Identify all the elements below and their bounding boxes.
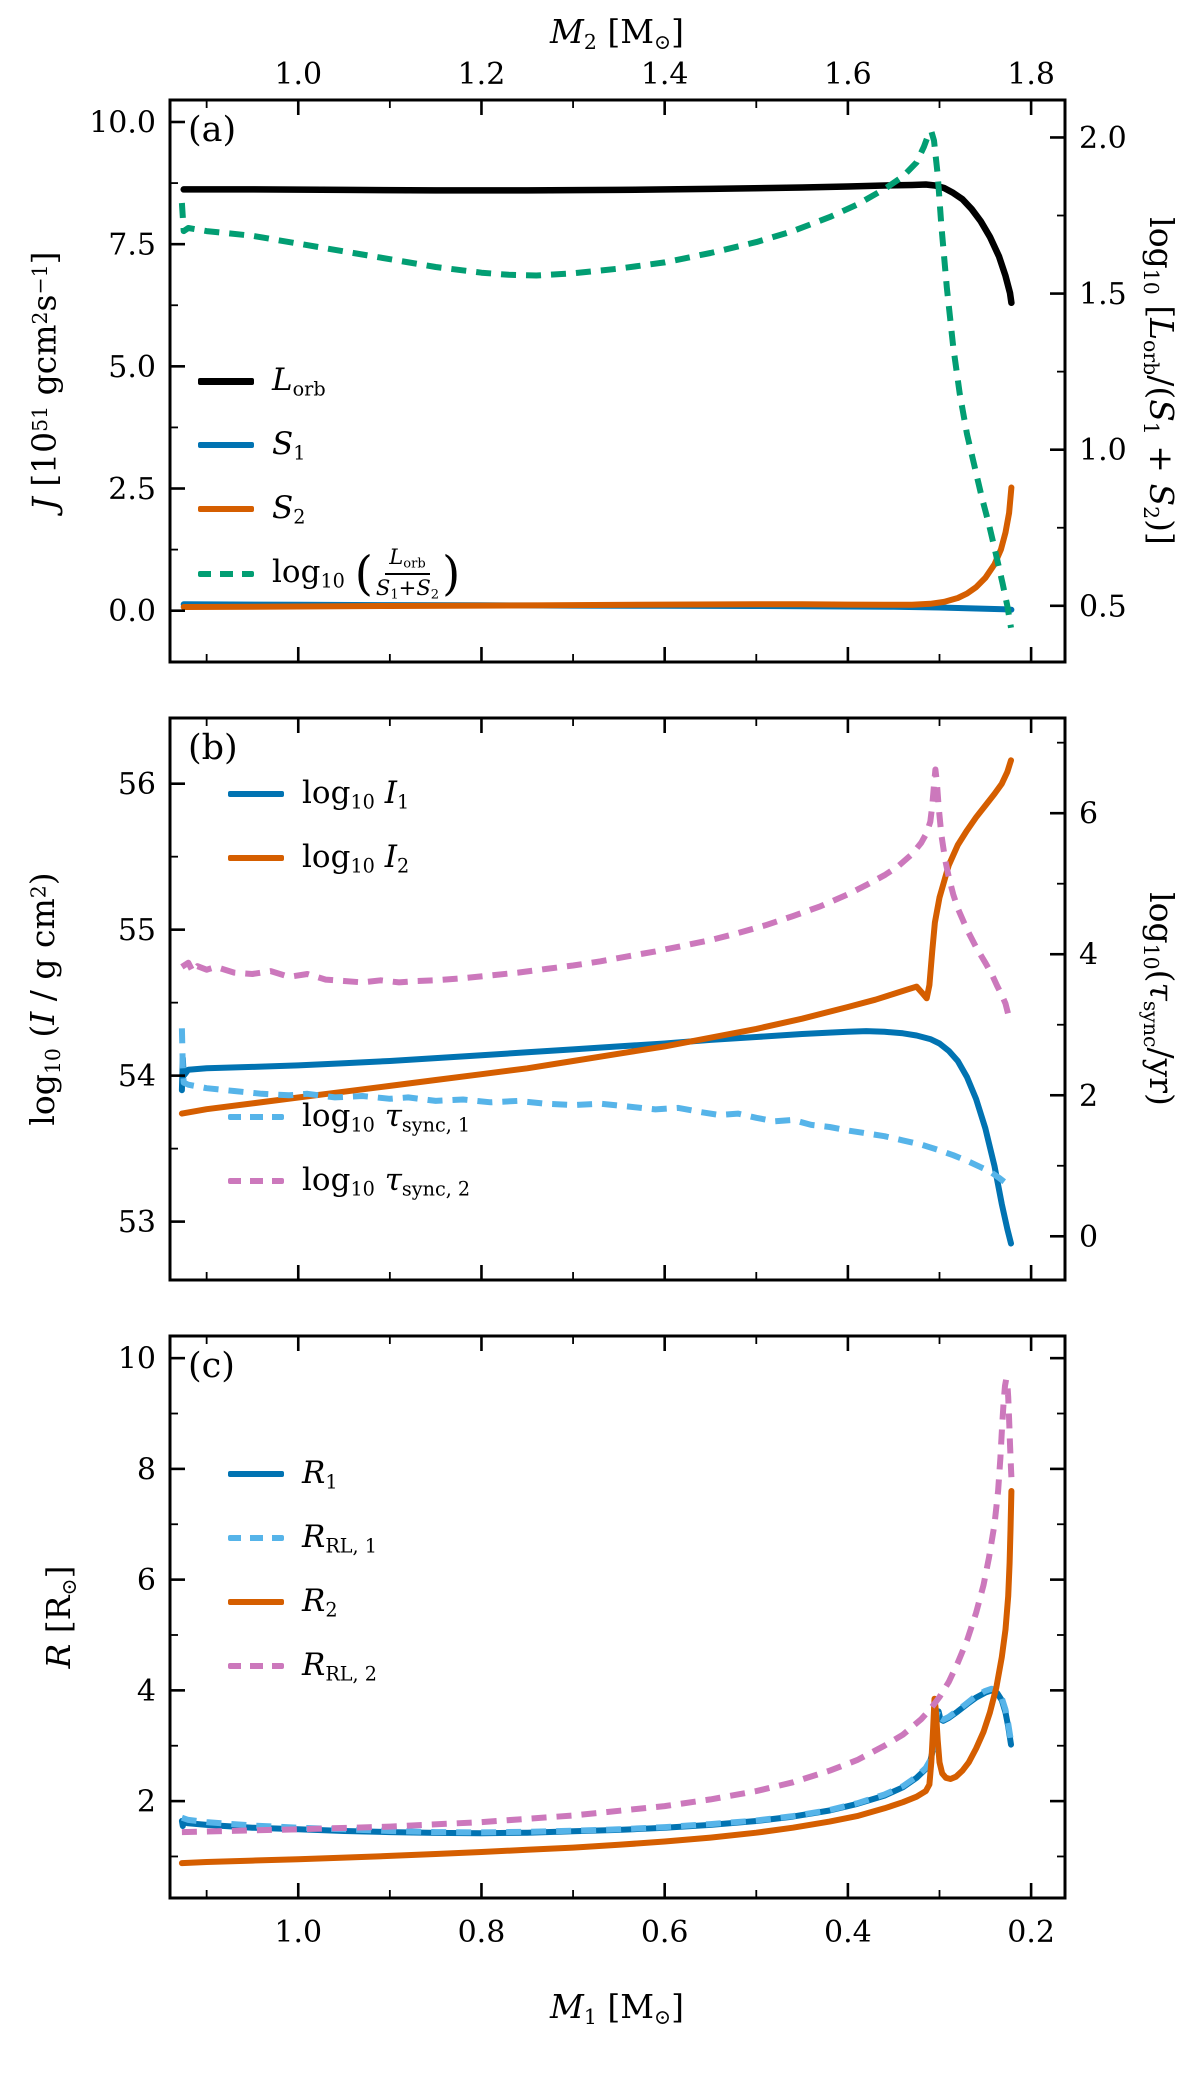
- legend-line-sample: [228, 1599, 284, 1606]
- legend-a-ratio: log10 (Lorb S1+S2): [198, 544, 461, 603]
- legend-line-sample: [228, 1178, 284, 1185]
- panel-a-curve-ratio: [178, 128, 1014, 629]
- legend-b-i1: log10 I1: [228, 775, 409, 813]
- panel-label-b: (b): [188, 728, 238, 768]
- xlabel-bottom: M1 [M⊙]: [550, 1987, 684, 2029]
- ytick-label-left: 10.0: [89, 105, 156, 140]
- legend-label: S1: [272, 426, 306, 465]
- panel-a-curve-lorb: [180, 181, 1015, 307]
- legend-line-sample: [228, 1471, 284, 1478]
- legend-a-s1: S1: [198, 426, 305, 464]
- panel-b-frame: [168, 716, 1067, 1282]
- xtick-label-top: 1.8: [1007, 57, 1055, 92]
- legend-b-tau1: log10 τsync, 1: [228, 1098, 470, 1136]
- legend-line-sample: [228, 1114, 284, 1121]
- ytick-label-left: 53: [118, 1205, 156, 1240]
- ytick-label-left: 0.0: [108, 594, 156, 629]
- legend-a-lorb: Lorb: [198, 362, 326, 400]
- legend-line-sample: [198, 377, 254, 385]
- panel-b-curve-tau2: [180, 766, 1014, 1023]
- legend-label: R1: [302, 1455, 338, 1494]
- xtick-label-top: 1.6: [824, 57, 872, 92]
- panel-b-curve-tau1: [178, 1028, 1013, 1190]
- legend-label: S2: [272, 490, 306, 529]
- ytick-label-left: 55: [118, 913, 156, 948]
- legend-label: log10 τsync, 2: [302, 1162, 471, 1201]
- ytick-label-right: 1.0: [1079, 433, 1127, 468]
- xtick-label-bottom: 0.4: [824, 1915, 872, 1950]
- ytick-label-right: 1.5: [1079, 277, 1127, 312]
- xtick-label-bottom: 0.8: [458, 1915, 506, 1950]
- legend-b-tau2: log10 τsync, 2: [228, 1162, 470, 1200]
- legend-label: RRL, 2: [302, 1647, 377, 1686]
- xtick-label-bottom: 0.2: [1007, 1915, 1055, 1950]
- ytick-label-left: 8: [137, 1452, 156, 1487]
- ytick-label-right: 6: [1079, 797, 1098, 832]
- panel-b-curve-i1: [178, 1028, 1014, 1247]
- panel-c-curve-r1: [178, 1687, 1014, 1837]
- legend-line-sample: [198, 442, 254, 449]
- legend-label: log10 I2: [302, 839, 410, 878]
- legend-line-sample: [198, 570, 254, 577]
- ytick-label-left: 5.0: [108, 350, 156, 385]
- legend-c-rl1: RRL, 1: [228, 1519, 377, 1557]
- ytick-label-right: 4: [1079, 938, 1098, 973]
- xtick-label-bottom: 0.6: [641, 1915, 689, 1950]
- xtick-label-top: 1.2: [458, 57, 506, 92]
- xlabel-top: M2 [M⊙]: [550, 12, 684, 54]
- ylabel-a-right: log10 [Lorb/(S1 + S2)]: [1139, 217, 1181, 545]
- ytick-label-right: 2.0: [1079, 121, 1127, 156]
- legend-c-r1: R1: [228, 1455, 338, 1493]
- ytick-label-left: 7.5: [108, 228, 156, 263]
- panel-label-c: (c): [188, 1346, 235, 1386]
- ytick-label-left: 2: [137, 1785, 156, 1820]
- legend-c-rl2: RRL, 2: [228, 1647, 377, 1685]
- xtick-label-top: 1.4: [641, 57, 689, 92]
- ytick-label-left: 10: [118, 1342, 156, 1377]
- ylabel-b-left: log10 (I / g cm2): [23, 872, 65, 1126]
- legend-label: R2: [302, 1583, 338, 1622]
- ytick-label-left: 2.5: [108, 472, 156, 507]
- ytick-label-right: 0: [1079, 1220, 1098, 1255]
- ytick-label-left: 4: [137, 1674, 156, 1709]
- legend-b-i2: log10 I2: [228, 839, 409, 877]
- legend-line-sample: [228, 855, 284, 862]
- panel-c-curve-rl2: [181, 1376, 1015, 1836]
- panel-c-curve-r2: [178, 1488, 1015, 1867]
- panel-label-a: (a): [188, 110, 237, 150]
- legend-label: log10 τsync, 1: [302, 1098, 471, 1137]
- panel-c-frame: [168, 1334, 1067, 1900]
- ylabel-a-left: J [1051 gcm2s−1]: [24, 251, 64, 511]
- legend-a-s2: S2: [198, 490, 305, 528]
- ylabel-b-right: log10(τsync/yr): [1139, 892, 1181, 1106]
- xtick-label-bottom: 1.0: [274, 1915, 322, 1950]
- legend-label: log10 I1: [302, 775, 410, 814]
- legend-label: Lorb: [272, 362, 326, 401]
- ytick-label-right: 2: [1079, 1079, 1098, 1114]
- panel-c-curve-rl1: [180, 1685, 1014, 1836]
- legend-line-sample: [228, 1535, 284, 1542]
- panel-a-frame: [168, 98, 1067, 664]
- legend-line-sample: [228, 1663, 284, 1670]
- ytick-label-left: 56: [118, 767, 156, 802]
- xtick-label-top: 1.0: [274, 57, 322, 92]
- legend-label: RRL, 1: [302, 1519, 377, 1558]
- ytick-label-left: 54: [118, 1059, 156, 1094]
- panel-b-curve-i2: [178, 757, 1014, 1117]
- legend-c-r2: R2: [228, 1583, 338, 1621]
- ylabel-c-left: R [R⊙]: [39, 1565, 81, 1669]
- legend-label: log10 (Lorb S1+S2): [272, 544, 461, 603]
- ytick-label-left: 6: [137, 1563, 156, 1598]
- ytick-label-right: 0.5: [1079, 589, 1127, 624]
- legend-line-sample: [228, 791, 284, 798]
- legend-line-sample: [198, 506, 254, 513]
